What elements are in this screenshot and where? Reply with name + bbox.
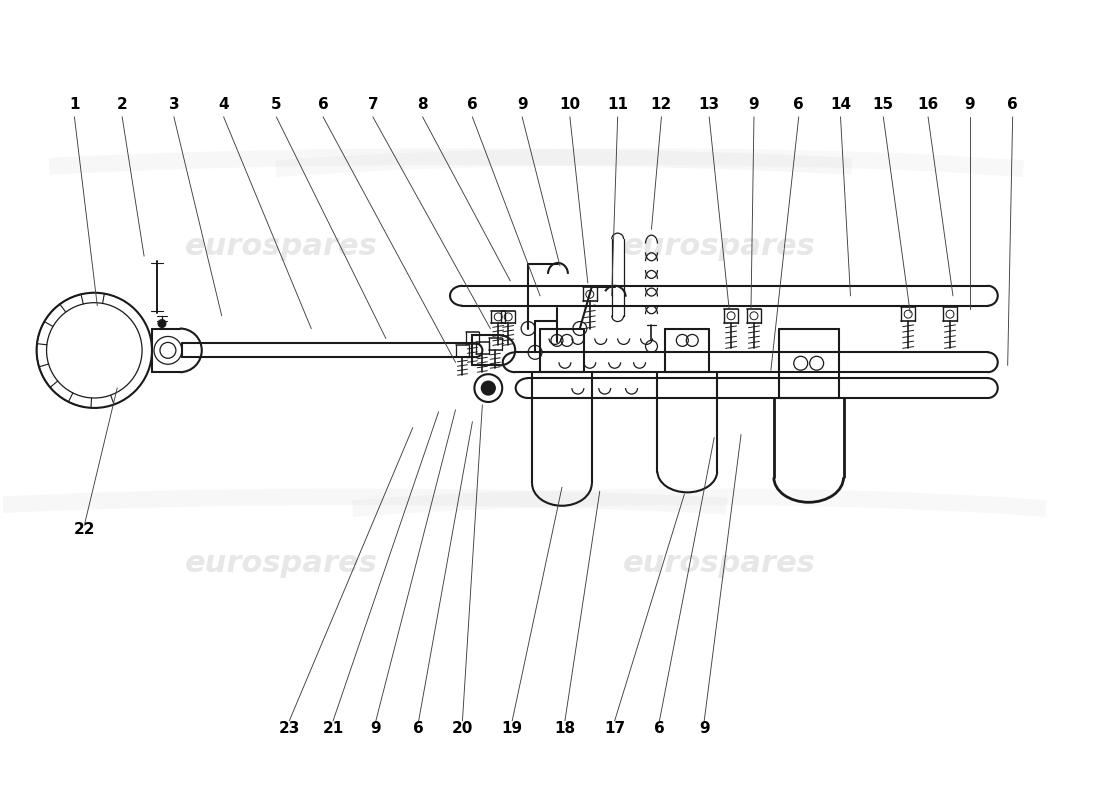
Text: 1: 1: [69, 97, 79, 112]
Text: 5: 5: [271, 97, 282, 112]
Text: 6: 6: [414, 721, 424, 736]
Text: eurospares: eurospares: [623, 550, 815, 578]
Text: 8: 8: [417, 97, 428, 112]
Text: 6: 6: [468, 97, 477, 112]
Text: 10: 10: [559, 97, 581, 112]
Text: 9: 9: [749, 97, 759, 112]
Text: eurospares: eurospares: [185, 231, 377, 261]
Text: 12: 12: [651, 97, 672, 112]
Circle shape: [482, 381, 495, 395]
Text: 22: 22: [74, 522, 95, 537]
Text: eurospares: eurospares: [185, 550, 377, 578]
Text: 3: 3: [168, 97, 179, 112]
Text: 17: 17: [604, 721, 625, 736]
Text: 9: 9: [517, 97, 528, 112]
Text: 4: 4: [218, 97, 229, 112]
Text: 2: 2: [117, 97, 128, 112]
Text: eurospares: eurospares: [623, 231, 815, 261]
Text: 16: 16: [917, 97, 938, 112]
Text: 21: 21: [322, 721, 343, 736]
Circle shape: [158, 319, 166, 327]
Text: 6: 6: [793, 97, 804, 112]
Text: 9: 9: [965, 97, 976, 112]
Text: 11: 11: [607, 97, 628, 112]
Text: 19: 19: [502, 721, 522, 736]
Text: 15: 15: [872, 97, 894, 112]
Text: 9: 9: [371, 721, 382, 736]
Text: 6: 6: [654, 721, 664, 736]
Text: 7: 7: [367, 97, 378, 112]
Text: 18: 18: [554, 721, 575, 736]
Text: 14: 14: [830, 97, 851, 112]
Text: 20: 20: [452, 721, 473, 736]
Text: 6: 6: [1008, 97, 1018, 112]
Text: 23: 23: [278, 721, 300, 736]
Text: 9: 9: [698, 721, 710, 736]
Text: 6: 6: [318, 97, 329, 112]
Text: 13: 13: [698, 97, 719, 112]
